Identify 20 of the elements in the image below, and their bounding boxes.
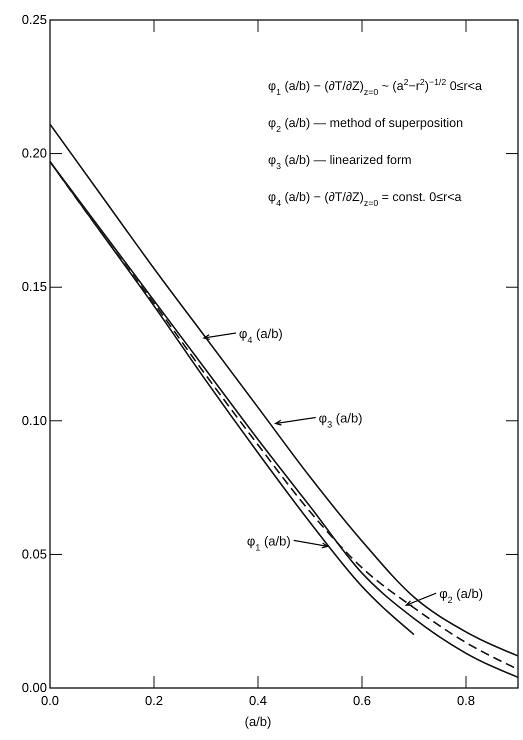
x-axis-title: (a/b) — [244, 714, 272, 729]
annotation: φ$_{4}$ (a/b) — [238, 326, 283, 345]
annotation: φ$_{3}$ (a/b) — [318, 410, 363, 430]
x-tick-label: 0.2 — [144, 693, 164, 708]
y-tick-label: 0.15 — [22, 279, 47, 294]
y-tick-label: 0.10 — [22, 412, 47, 428]
x-tick-label: 0.0 — [40, 693, 60, 708]
y-tick-label: 0.00 — [22, 680, 47, 695]
y-tick-label: 0.05 — [22, 546, 47, 562]
x-tick-label: 0.6 — [352, 693, 372, 708]
annotation: φ$_{4}$ (a/b) − (∂T/∂Z)$_{z=0}$ = const. 0≤r<a — [268, 190, 462, 208]
x-tick-label: 0.8 — [456, 693, 476, 708]
annotation: φ$_{3}$ (a/b) — linearized form — [268, 153, 412, 171]
x-tick-label: 0.4 — [248, 693, 268, 708]
y-tick-label: 0.20 — [22, 146, 47, 161]
text: φ$_{1}$ (a/b) − (∂T/∂Z)$_{z=0}$ ~ (a$^{2}$−r$^{2}$)$^{−1/2}$ 0≤r<a — [268, 77, 482, 97]
annotation: φ$_{2}$ (a/b) — method of superposition — [268, 116, 464, 134]
annotation: φ$_{1}$ (a/b) — [246, 533, 291, 552]
annotation: φ$_{2}$ (a/b) — [439, 586, 484, 606]
y-tick-label: 0.25 — [22, 12, 47, 27]
